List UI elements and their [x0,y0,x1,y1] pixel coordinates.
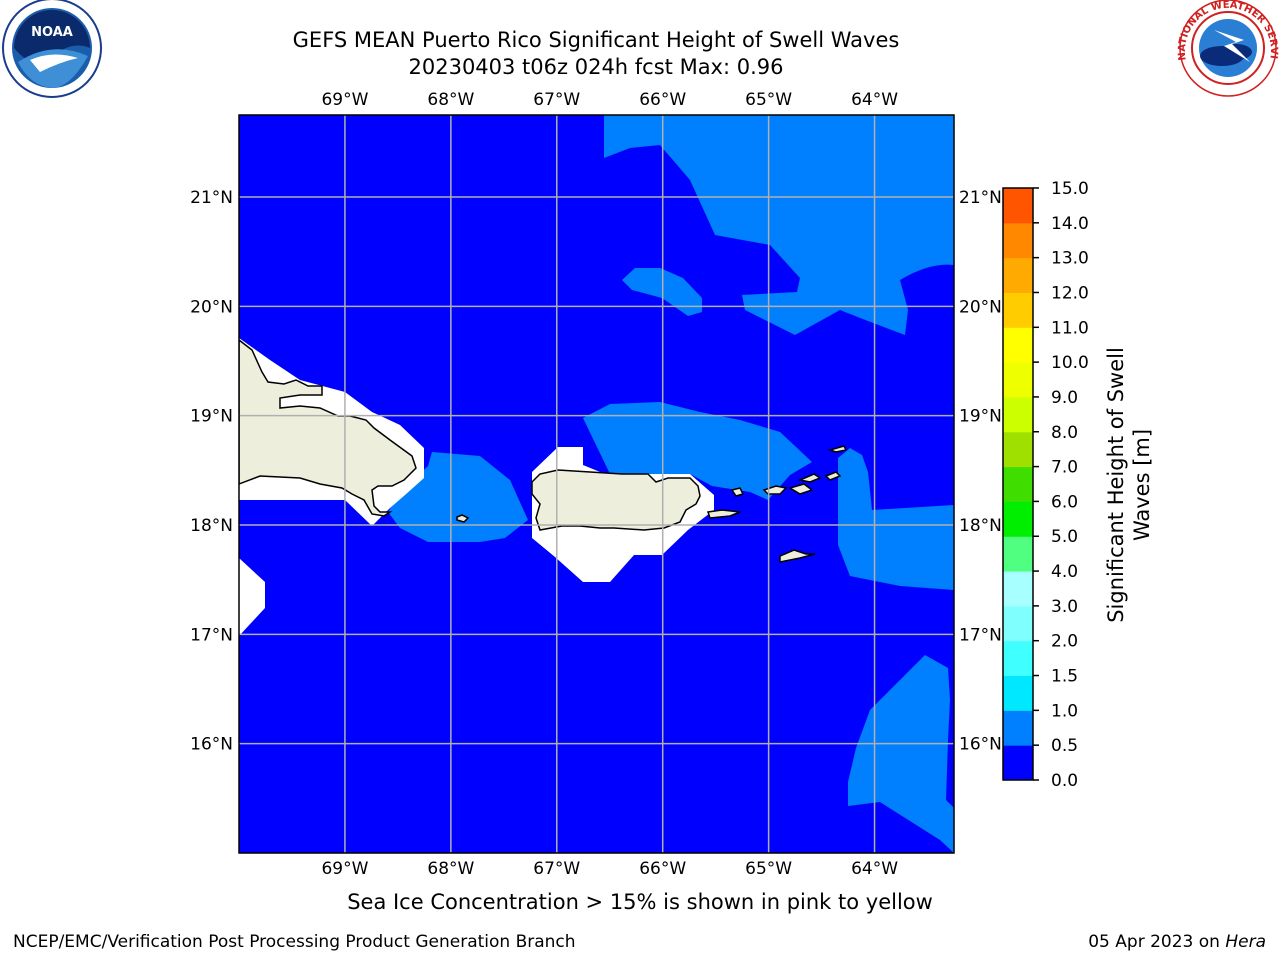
colorbar-segment [1003,431,1033,468]
lat-labels-right: 21°N 20°N 19°N 18°N 17°N 16°N [959,188,1002,755]
colorbar-tick-label: 5.0 [1051,527,1078,547]
colorbar-tick-label: 14.0 [1051,214,1089,234]
footer-date-text: 05 Apr 2023 on [1088,932,1226,952]
lon-label-top: 64°W [851,90,898,110]
colorbar-segment [1003,466,1033,502]
lon-labels-top: 69°W 68°W 67°W 66°W 65°W 64°W [321,90,898,110]
colorbar-tick-label: 9.0 [1051,388,1078,408]
lon-label-bottom: 64°W [851,859,898,879]
lon-label-top: 67°W [533,90,580,110]
colorbar-segment [1003,675,1033,711]
colorbar-segment [1003,536,1033,572]
lon-label-bottom: 69°W [321,859,368,879]
lat-label-left: 18°N [190,516,233,536]
colorbar-tick-label: 13.0 [1051,249,1089,269]
lat-label-right: 21°N [959,188,1002,208]
gridlines [239,115,954,853]
colorbar-ticks: 0.0 0.5 1.0 1.5 2.0 3.0 4.0 5.0 6.0 7.0 8.0 9.0 10.0… [1033,179,1089,791]
lat-label-right: 18°N [959,516,1002,536]
colorbar-segment [1003,571,1033,607]
colorbar-tick-label: 0.5 [1051,736,1078,756]
colorbar-tick-label: 11.0 [1051,318,1089,338]
title-line-2: 20230403 t06z 024h fcst Max: 0.96 [408,55,784,79]
lat-label-left: 21°N [190,188,233,208]
colorbar-tick-label: 6.0 [1051,492,1078,512]
colorbar-label-line2: Waves [m] [1130,429,1154,541]
colorbar-segment [1003,396,1033,433]
colorbar-label-line1: Significant Height of Swell [1104,347,1128,623]
sea-ice-note: Sea Ice Concentration > 15% is shown in … [347,890,933,914]
colorbar-segment [1003,501,1033,537]
st-croix [779,549,816,563]
virgin-gorda [824,471,842,481]
lon-label-bottom: 67°W [533,859,580,879]
map-area [239,115,954,853]
footer-credit: NCEP/EMC/Verification Post Processing Pr… [13,932,576,952]
colorbar-segment [1003,640,1033,677]
colorbar-tick-label: 2.0 [1051,632,1078,652]
anegada [827,445,848,453]
lon-label-bottom: 66°W [639,859,686,879]
tortola [797,473,822,483]
lon-labels-bottom: 69°W 68°W 67°W 66°W 65°W 64°W [321,859,898,879]
colorbar-tick-label: 15.0 [1051,179,1089,199]
colorbar-tick-label: 1.0 [1051,701,1078,721]
map-frame [238,114,955,854]
colorbar-segment [1003,188,1033,224]
st-john [788,483,814,495]
colorbar-tick-label: 4.0 [1051,562,1078,582]
lat-label-right: 17°N [959,625,1002,645]
colorbar-segment [1003,362,1033,398]
colorbar-segment [1003,710,1033,746]
lat-label-left: 20°N [190,297,233,317]
lat-label-right: 19°N [959,407,1002,427]
colorbar-tick-label: 12.0 [1051,283,1089,303]
colorbar-tick-label: 0.0 [1051,771,1078,791]
colorbar-segment [1003,605,1033,642]
colorbar-segment [1003,257,1033,293]
lon-label-bottom: 65°W [745,859,792,879]
noaa-logo: NOAA [2,0,102,98]
mona-island [456,514,470,523]
hispaniola [239,339,417,517]
lat-label-right: 20°N [959,297,1002,317]
coastlines [239,339,848,563]
colorbar-frame [1002,187,1034,781]
lat-label-left: 19°N [190,407,233,427]
colorbar-tick-label: 8.0 [1051,423,1078,443]
colorbar-segment [1003,327,1033,363]
lon-label-bottom: 68°W [427,859,474,879]
lon-label-top: 65°W [745,90,792,110]
colorbar-segment [1003,222,1033,259]
colorbar-segment [1003,292,1033,328]
colorbar-segment [1003,745,1033,781]
lon-label-top: 69°W [321,90,368,110]
lon-label-top: 66°W [639,90,686,110]
vieques [707,509,741,519]
colorbar-tick-label: 1.5 [1051,667,1078,687]
colorbar-tick-label: 3.0 [1051,597,1078,617]
title-line-1: GEFS MEAN Puerto Rico Significant Height… [292,28,900,52]
colorbar [1003,188,1033,781]
footer-date: 05 Apr 2023 on Hera [1088,932,1266,952]
lat-label-left: 17°N [190,625,233,645]
lon-label-top: 68°W [427,90,474,110]
colorbar-label: Significant Height of Swell Waves [m] [1104,347,1154,623]
svg-text:NOAA: NOAA [31,25,73,40]
puerto-rico [531,469,701,531]
colorbar-tick-label: 7.0 [1051,458,1078,478]
st-thomas [762,485,788,495]
lat-label-right: 16°N [959,735,1002,755]
colorbar-tick-label: 10.0 [1051,353,1089,373]
lat-label-left: 16°N [190,735,233,755]
lat-labels-left: 21°N 20°N 19°N 18°N 17°N 16°N [190,188,233,755]
culebra [730,487,745,497]
footer-host: Hera [1225,932,1266,952]
